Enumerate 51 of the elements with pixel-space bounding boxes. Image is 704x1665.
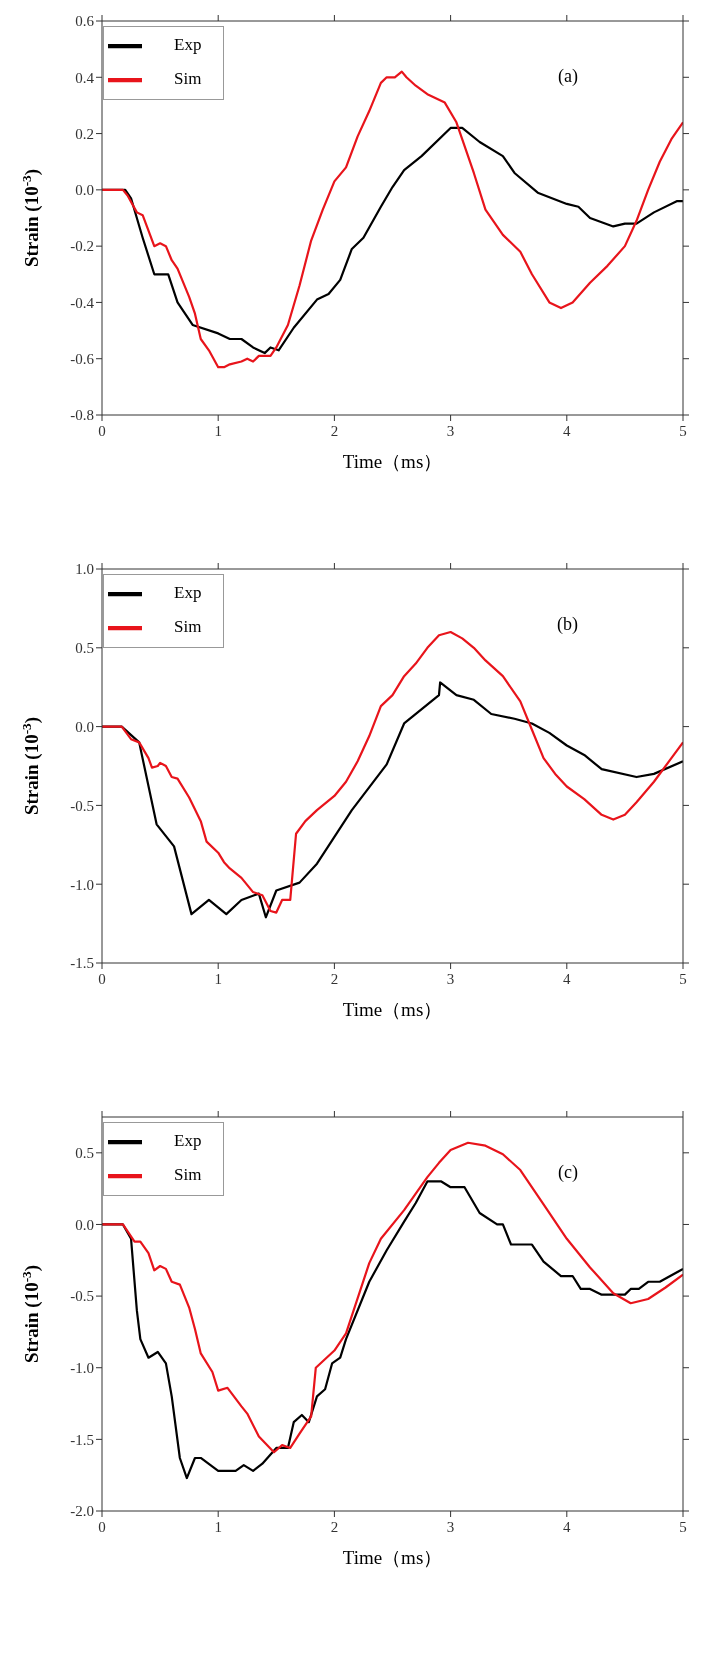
y-tick-label: 0.0: [75, 182, 94, 199]
y-tick-label: 0.6: [75, 13, 95, 30]
y-tick-label: 0.5: [75, 640, 94, 657]
x-tick-label: 3: [446, 422, 455, 439]
y-tick-label: 0.0: [75, 1216, 94, 1233]
x-axis-title: Time（ms）: [342, 1547, 443, 1568]
legend-label: Sim: [174, 616, 202, 636]
x-tick-label: 5: [679, 422, 687, 439]
x-tick-label: 1: [214, 1518, 222, 1535]
x-axis-title: Time（ms）: [342, 451, 443, 472]
y-tick-label: -2.0: [70, 1503, 94, 1520]
x-tick-label: 2: [330, 422, 339, 439]
x-tick-label: 5: [679, 970, 687, 987]
y-tick-label: -0.5: [70, 797, 94, 814]
x-tick-label: 0: [98, 422, 106, 439]
x-tick-label: 2: [330, 970, 339, 987]
y-tick-label: -0.6: [70, 351, 95, 368]
x-tick-label: 4: [563, 422, 572, 439]
x-tick-label: 1: [214, 970, 222, 987]
y-tick-label: -0.4: [70, 294, 95, 311]
legend-label: Exp: [174, 582, 202, 602]
annotation: (b): [557, 614, 578, 635]
x-tick-label: 3: [446, 1518, 455, 1535]
x-axis-title: Time（ms）: [342, 999, 443, 1020]
y-tick-label: -1.0: [70, 876, 94, 893]
y-tick-label: -0.2: [70, 238, 94, 255]
x-tick-label: 0: [98, 1518, 106, 1535]
y-tick-label: 0.4: [75, 69, 95, 86]
y-tick-label: 0.0: [75, 718, 94, 735]
y-tick-label: 1.0: [75, 561, 94, 578]
y-tick-label: -1.5: [70, 1431, 94, 1448]
x-tick-label: 5: [679, 1518, 687, 1535]
x-tick-label: 1: [214, 422, 222, 439]
x-tick-label: 4: [563, 1518, 572, 1535]
legend-label: Sim: [174, 68, 202, 88]
legend-label: Sim: [174, 1164, 202, 1184]
y-tick-label: -0.8: [70, 407, 94, 424]
x-tick-label: 4: [563, 970, 572, 987]
x-tick-label: 2: [330, 1518, 339, 1535]
x-tick-label: 0: [98, 970, 106, 987]
y-tick-label: -1.5: [70, 955, 94, 972]
legend-label: Exp: [174, 34, 202, 54]
line-series: [102, 70, 683, 369]
x-tick-label: 3: [446, 970, 455, 987]
legend-label: Exp: [174, 1130, 202, 1150]
annotation: (c): [558, 1162, 578, 1183]
y-tick-label: 0.5: [75, 1145, 94, 1162]
y-tick-label: -0.5: [70, 1288, 94, 1305]
annotation: (a): [558, 66, 578, 87]
y-tick-label: -1.0: [70, 1360, 94, 1377]
y-tick-label: 0.2: [75, 125, 94, 142]
